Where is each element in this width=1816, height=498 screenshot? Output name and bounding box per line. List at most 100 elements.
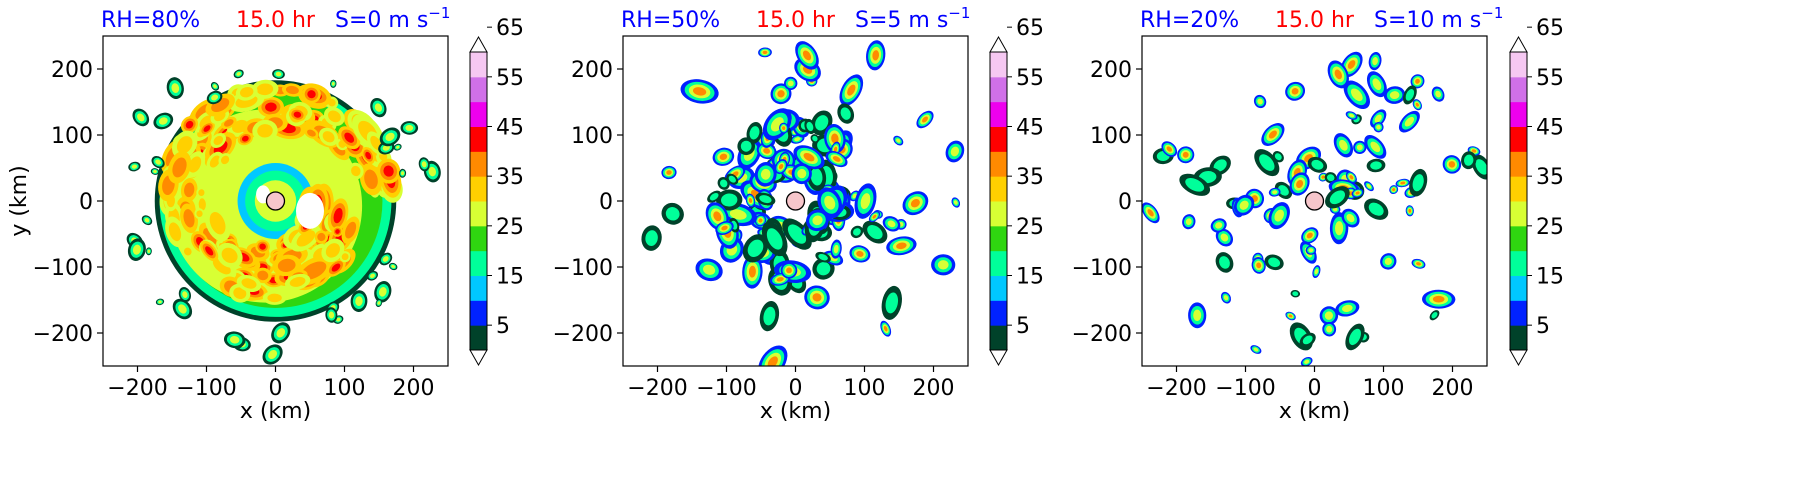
reflectivity-cell-core bbox=[1239, 200, 1249, 210]
reflectivity-cell-core bbox=[276, 328, 286, 338]
reflectivity-cell-core bbox=[812, 215, 823, 226]
colorbar-tick-label: 45 bbox=[1016, 116, 1044, 141]
title-part-text: S=5 m s bbox=[855, 8, 948, 33]
reflectivity-cell-core bbox=[787, 80, 794, 87]
reflectivity-cell-core bbox=[1384, 257, 1392, 266]
reflectivity-cell-core bbox=[275, 71, 282, 77]
reflectivity-cell-core bbox=[740, 140, 752, 152]
reflectivity-cell-core bbox=[336, 317, 341, 322]
reflectivity-cell-core bbox=[1408, 208, 1412, 213]
colorbar: 5 15 25 35 45 55 65 bbox=[989, 16, 1044, 367]
reflectivity-cell-core bbox=[777, 90, 785, 98]
reflectivity-cell-core bbox=[721, 225, 728, 231]
reflectivity-cell-core bbox=[748, 265, 756, 278]
reflectivity-cell-core bbox=[1415, 78, 1420, 84]
reflectivity-cell-core bbox=[1215, 222, 1223, 229]
colorbar-segment bbox=[470, 300, 487, 326]
reflectivity-cell-core bbox=[1296, 179, 1304, 189]
x-tick-label: −200 bbox=[627, 376, 687, 401]
colorbar-segment bbox=[470, 325, 487, 351]
reflectivity-cell-core bbox=[213, 135, 224, 146]
reflectivity-cell-core bbox=[374, 103, 382, 112]
colorbar-tick-label: 35 bbox=[496, 165, 524, 190]
reflectivity-cell-core bbox=[236, 71, 241, 76]
reflectivity-cell-core bbox=[289, 276, 306, 287]
reflectivity-cell-core bbox=[1435, 90, 1441, 98]
reflectivity-cell-core bbox=[307, 90, 316, 99]
reflectivity-cell-core bbox=[1291, 88, 1299, 95]
x-tick-label: 0 bbox=[1308, 376, 1322, 401]
colorbar-segment bbox=[1510, 201, 1527, 227]
reflectivity-cell-core bbox=[331, 82, 335, 86]
colorbar-segment bbox=[990, 225, 1007, 252]
reflectivity-cell-core bbox=[1308, 248, 1314, 253]
reflectivity-cell-core bbox=[1372, 57, 1378, 66]
colorbar-segment bbox=[470, 225, 487, 252]
reflectivity-cell-core bbox=[1223, 295, 1229, 301]
colorbar-segment bbox=[990, 275, 1007, 301]
y-tick-label: 0 bbox=[79, 190, 93, 215]
reflectivity-cell-core bbox=[815, 115, 829, 131]
reflectivity-cell-core bbox=[803, 153, 815, 162]
y-tick-label: −100 bbox=[33, 256, 93, 281]
storm-center-marker bbox=[785, 191, 806, 211]
reflectivity-cell-core bbox=[178, 304, 187, 314]
title-part-superscript: −1 bbox=[948, 4, 970, 22]
colorbar-segment bbox=[990, 126, 1007, 152]
colorbar-segment bbox=[470, 201, 487, 227]
reflectivity-cell-core bbox=[896, 242, 907, 250]
reflectivity-cell-core bbox=[203, 125, 211, 132]
reflectivity-cell-core bbox=[224, 119, 234, 127]
reflectivity-cell-core bbox=[345, 221, 357, 239]
reflectivity-cell-core bbox=[816, 262, 831, 276]
colorbar-segment bbox=[1510, 275, 1527, 301]
reflectivity-cell-core bbox=[824, 195, 836, 210]
reflectivity-cell-core bbox=[241, 135, 249, 142]
reflectivity-cell-core bbox=[910, 199, 920, 208]
reflectivity-cell-core bbox=[867, 225, 883, 240]
reflectivity-cell-core bbox=[860, 193, 871, 210]
x-axis-title: x (km) bbox=[1279, 399, 1350, 424]
reflectivity-cell-core bbox=[1193, 309, 1202, 321]
panel-1: −200 −100 0 100 200 −200 −100 0 100 200 x (km) y (k… bbox=[7, 4, 524, 424]
reflectivity-cell-core bbox=[766, 228, 783, 250]
reflectivity-cell-core bbox=[1334, 69, 1342, 80]
reflectivity-cell-core bbox=[1147, 209, 1154, 217]
reflectivity-cell-core bbox=[1304, 359, 1310, 364]
reflectivity-cell-core bbox=[760, 168, 771, 180]
colorbar: 5 15 25 35 45 55 65 bbox=[469, 16, 524, 367]
colorbar-segment bbox=[1510, 101, 1527, 127]
reflectivity-cell-core bbox=[1431, 312, 1438, 319]
reflectivity-cell-core bbox=[198, 189, 205, 196]
reflectivity-cell-core bbox=[1341, 304, 1353, 313]
reflectivity-cell-core bbox=[1471, 149, 1477, 153]
reflectivity-cell-core bbox=[172, 157, 187, 178]
x-tick-label: 0 bbox=[789, 376, 803, 401]
reflectivity-cell-core bbox=[158, 300, 162, 304]
reflectivity-cell-core bbox=[265, 102, 277, 112]
y-tick-label: 0 bbox=[599, 190, 613, 215]
reflectivity-cell-core bbox=[364, 169, 378, 190]
reflectivity-cell-core bbox=[1389, 91, 1400, 100]
title-part-text: RH=50% bbox=[621, 8, 720, 33]
reflectivity-cell-core bbox=[1368, 202, 1384, 216]
colorbar-tick-label: 65 bbox=[1016, 16, 1044, 41]
reflectivity-cell-core bbox=[1288, 314, 1293, 318]
reflectivity-cell-core bbox=[382, 256, 389, 262]
reflectivity-cell-core bbox=[205, 246, 214, 256]
colorbar-tick-label: 25 bbox=[1536, 215, 1564, 240]
reflectivity-cell-core bbox=[1339, 139, 1348, 151]
reflectivity-cell-core bbox=[1292, 291, 1299, 297]
reflectivity-cell-core bbox=[317, 232, 326, 242]
reflectivity-cell-core bbox=[759, 195, 772, 204]
title-part: 15.0 hr bbox=[1275, 8, 1355, 33]
reflectivity-cell-core bbox=[887, 220, 896, 228]
panel-3: −200 −100 0 100 200 −200 −100 0 100 200 x (km) RH=2… bbox=[1072, 4, 1564, 424]
reflectivity-cell-core bbox=[1272, 190, 1278, 195]
colorbar-segment bbox=[990, 101, 1007, 127]
reflectivity-cell-core bbox=[395, 145, 400, 149]
reflectivity-cell-core bbox=[748, 198, 753, 203]
reflectivity-cell-core bbox=[840, 107, 851, 120]
reflectivity-cell-core bbox=[331, 263, 341, 272]
colorbar-tick-label: 55 bbox=[1536, 66, 1564, 91]
